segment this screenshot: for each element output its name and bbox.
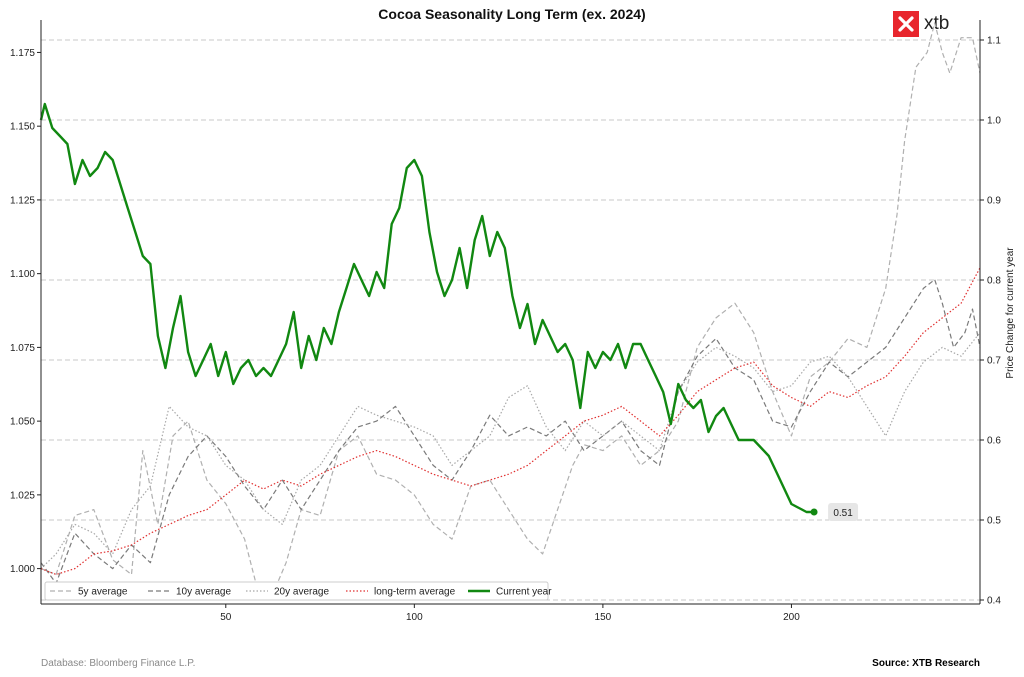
legend-label: Current year [496,587,552,598]
legend: 5y average 10y average 20y average long-ter… [44,581,552,601]
right-tick-label: 0.6 [987,436,1001,447]
x-axis-ticks: 50 100 150 200 [220,604,800,623]
right-tick-label: 0.9 [987,196,1001,207]
left-tick-label: 1.100 [10,269,35,280]
legend-box [44,581,549,601]
right-axis-ticks: 0.4 0.5 0.6 0.7 0.8 0.9 1.0 1.1 [980,36,1001,607]
legend-label: 5y average [78,587,128,598]
annotation-label: 0.51 [833,508,853,519]
legend-label: 20y average [274,587,329,598]
left-axis-ticks: 1.000 1.025 1.050 1.075 1.100 1.125 1.150 1.175 [10,48,41,575]
right-tick-label: 0.5 [987,516,1001,527]
x-tick-label: 150 [595,612,612,623]
axes [40,20,981,605]
right-tick-label: 0.4 [987,596,1001,607]
current-year-end-point [810,508,818,516]
annotation-box [828,503,859,521]
legend-label: 10y average [176,587,231,598]
left-tick-label: 1.000 [10,564,35,575]
markers: 0.51 [810,503,859,521]
left-tick-label: 1.175 [10,48,35,59]
x-tick-label: 200 [783,612,800,623]
x-tick-label: 50 [220,612,232,623]
series-line-20y-average [40,332,981,570]
series-line-long-term-average [40,267,981,576]
series-line-current-year [39,102,815,514]
right-tick-label: 1.0 [987,116,1001,127]
series-line-10y-average [40,279,981,585]
chart-plot: 0.51 1.0001.0251.0501.0751.1001.1251.150… [10,20,1016,623]
brand-logo: xtb [893,11,949,37]
brand-name: xtb [924,13,950,34]
legend-label: long-term average [374,587,456,598]
left-tick-label: 1.150 [10,122,35,133]
footer-database: Database: Bloomberg Finance L.P. [41,658,196,669]
right-tick-label: 0.8 [987,276,1001,287]
right-tick-label: 1.1 [987,36,1001,47]
series-line-5y-average [40,22,981,599]
series-lines [39,22,981,599]
x-tick-label: 100 [406,612,423,623]
right-tick-label: 0.7 [987,356,1001,367]
xtb-logo-icon [893,11,919,37]
chart-title: Cocoa Seasonality Long Term (ex. 2024) [378,6,646,22]
left-tick-label: 1.050 [10,417,35,428]
left-tick-label: 1.075 [10,343,35,354]
left-tick-label: 1.125 [10,195,35,206]
left-tick-label: 1.025 [10,490,35,501]
footer-source: Source: XTB Research [872,658,980,669]
right-axis-label: Price Change for current year [1005,247,1016,379]
